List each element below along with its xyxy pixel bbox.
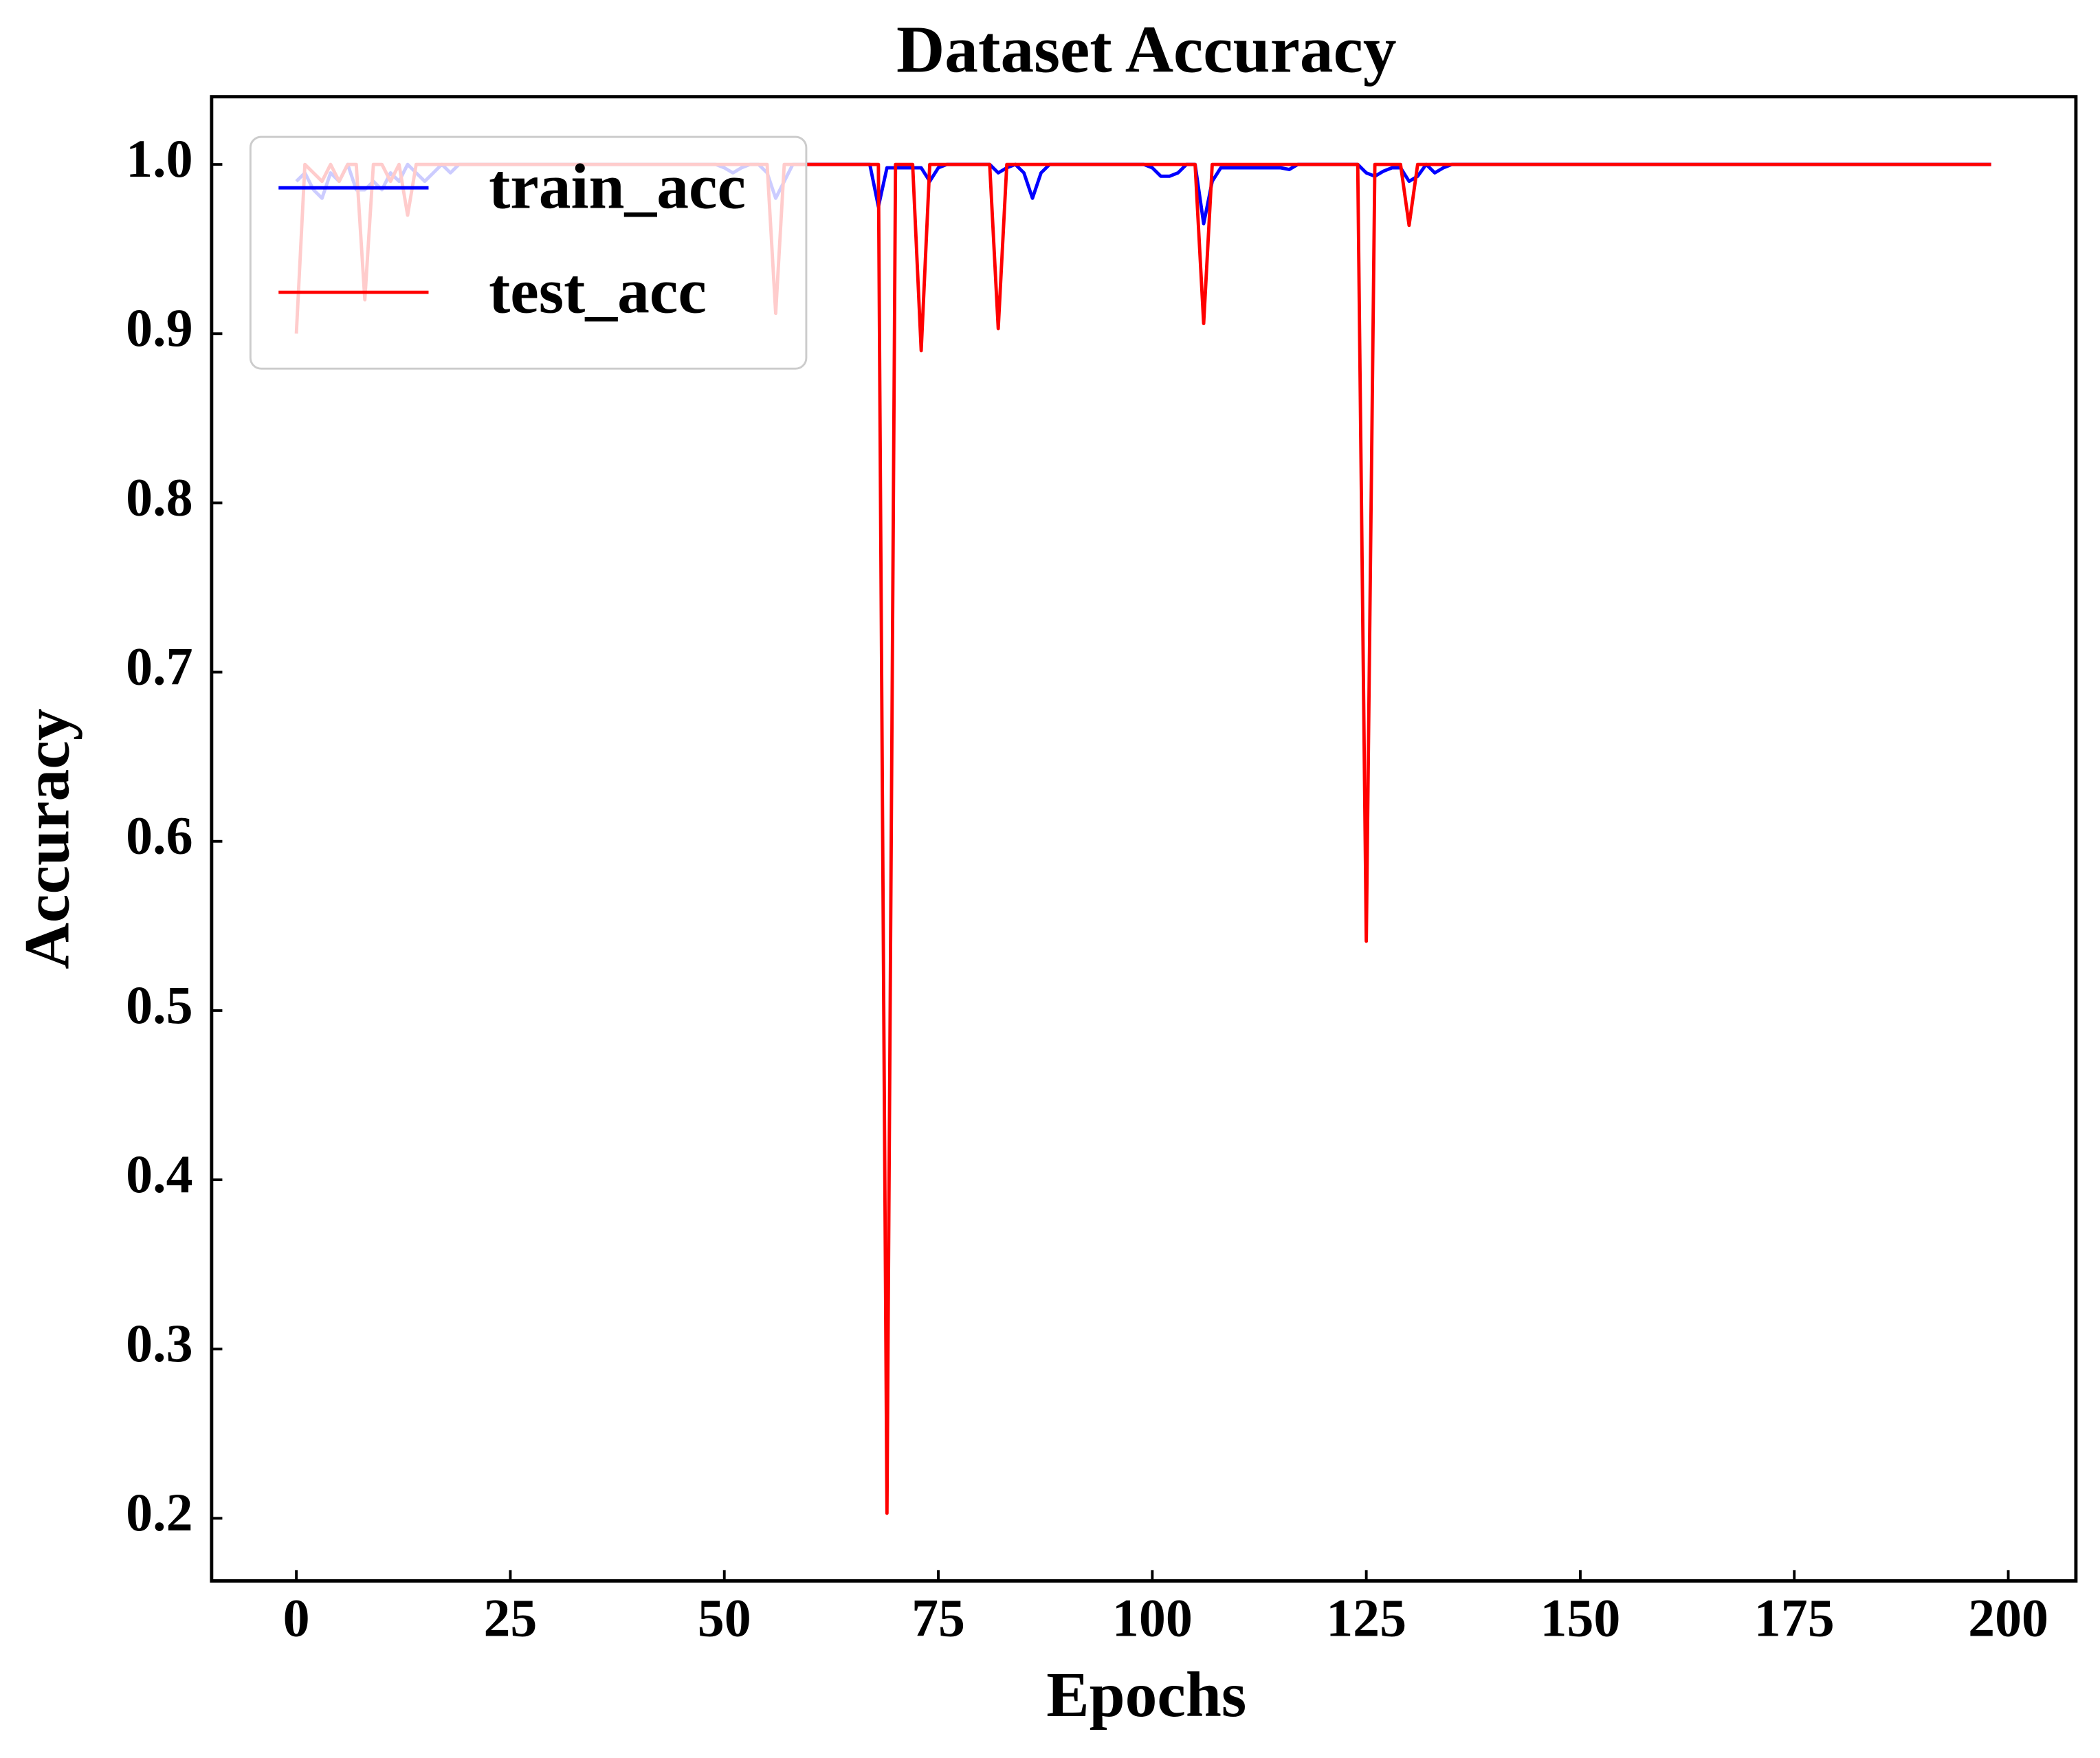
x-tick-label: 75 — [911, 1589, 965, 1648]
x-tick-label: 125 — [1326, 1589, 1406, 1648]
axes-frame — [210, 95, 2078, 1583]
legend-label: test_acc — [489, 256, 707, 327]
legend: train_acc test_acc — [249, 135, 808, 370]
y-tick-label: 0.8 — [126, 468, 192, 527]
legend-frame — [249, 135, 808, 370]
y-tick-label: 1.0 — [126, 129, 192, 188]
chart-title: Dataset Accuracy — [896, 13, 1397, 87]
y-tick-label: 0.4 — [126, 1145, 192, 1204]
x-tick-label: 50 — [698, 1589, 751, 1648]
y-tick-label: 0.2 — [126, 1483, 192, 1542]
x-tick-label: 175 — [1754, 1589, 1835, 1648]
y-tick-label: 0.5 — [126, 976, 192, 1035]
y-tick-label: 0.9 — [126, 298, 192, 358]
x-axis-label: Epochs — [1046, 1660, 1246, 1730]
y-tick-label: 0.3 — [126, 1314, 192, 1373]
y-tick-label: 0.6 — [126, 806, 192, 866]
legend-label: train_acc — [489, 151, 746, 222]
x-tick-label: 100 — [1112, 1589, 1193, 1648]
y-axis-label: Accuracy — [12, 709, 82, 969]
x-tick-label: 25 — [483, 1589, 537, 1648]
x-tick-label: 150 — [1540, 1589, 1621, 1648]
y-tick-label: 0.7 — [126, 637, 192, 696]
x-tick-label: 200 — [1968, 1589, 2048, 1648]
x-tick-label: 0 — [283, 1589, 310, 1648]
